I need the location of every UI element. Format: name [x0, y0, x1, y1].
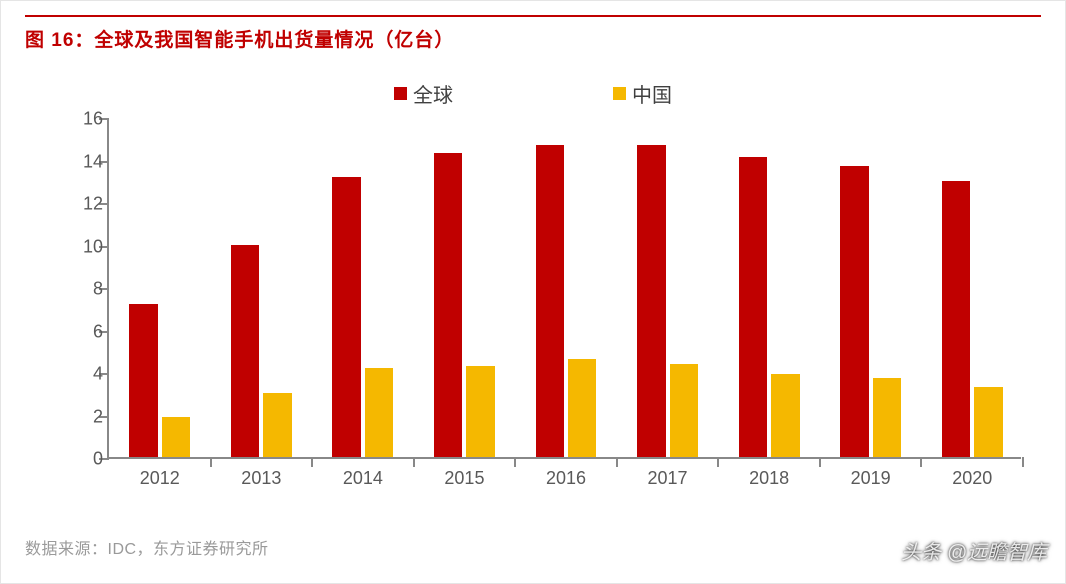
bar-global	[231, 245, 259, 458]
y-label: 14	[69, 151, 103, 172]
x-label: 2020	[952, 468, 992, 489]
x-tick	[819, 457, 821, 467]
chart-container: 图 16：全球及我国智能手机出货量情况（亿台） 全球 中国 0246810121…	[0, 0, 1066, 584]
plot: 0246810121416201220132014201520162017201…	[107, 119, 1021, 459]
bar-china	[263, 393, 291, 457]
bar-global	[637, 145, 665, 457]
bar-china	[771, 374, 799, 457]
legend-label-global: 全球	[413, 79, 453, 108]
bar-china	[568, 359, 596, 457]
legend-item-global: 全球	[394, 79, 453, 108]
x-label: 2014	[343, 468, 383, 489]
y-label: 2	[69, 406, 103, 427]
bar-china	[162, 417, 190, 457]
y-label: 10	[69, 236, 103, 257]
x-tick	[413, 457, 415, 467]
x-label: 2017	[648, 468, 688, 489]
x-label: 2013	[241, 468, 281, 489]
bar-china	[365, 368, 393, 457]
bar-global	[840, 166, 868, 457]
bar-global	[434, 153, 462, 457]
bar-china	[670, 364, 698, 458]
bar-global	[332, 177, 360, 458]
x-tick	[920, 457, 922, 467]
x-tick	[514, 457, 516, 467]
x-tick	[717, 457, 719, 467]
legend: 全球 中国	[1, 79, 1065, 108]
y-label: 4	[69, 364, 103, 385]
x-label: 2012	[140, 468, 180, 489]
watermark: 头条 @远瞻智库	[901, 536, 1047, 565]
x-tick	[616, 457, 618, 467]
legend-label-china: 中国	[632, 79, 672, 108]
y-label: 0	[69, 449, 103, 470]
x-tick	[1022, 457, 1024, 467]
bar-global	[536, 145, 564, 457]
x-label: 2015	[444, 468, 484, 489]
y-label: 16	[69, 109, 103, 130]
bar-china	[974, 387, 1002, 457]
bar-global	[739, 157, 767, 457]
plot-area: 0246810121416201220132014201520162017201…	[61, 119, 1021, 499]
x-label: 2016	[546, 468, 586, 489]
legend-item-china: 中国	[613, 79, 672, 108]
bar-china	[873, 378, 901, 457]
x-tick	[210, 457, 212, 467]
legend-swatch-global	[394, 87, 407, 100]
bar-global	[129, 304, 157, 457]
legend-swatch-china	[613, 87, 626, 100]
bar-global	[942, 181, 970, 457]
y-label: 12	[69, 194, 103, 215]
x-label: 2018	[749, 468, 789, 489]
y-label: 8	[69, 279, 103, 300]
y-label: 6	[69, 321, 103, 342]
x-tick	[311, 457, 313, 467]
source-text: 数据来源：IDC，东方证券研究所	[25, 535, 269, 559]
bar-china	[466, 366, 494, 457]
x-label: 2019	[851, 468, 891, 489]
chart-title: 图 16：全球及我国智能手机出货量情况（亿台）	[25, 15, 1041, 52]
